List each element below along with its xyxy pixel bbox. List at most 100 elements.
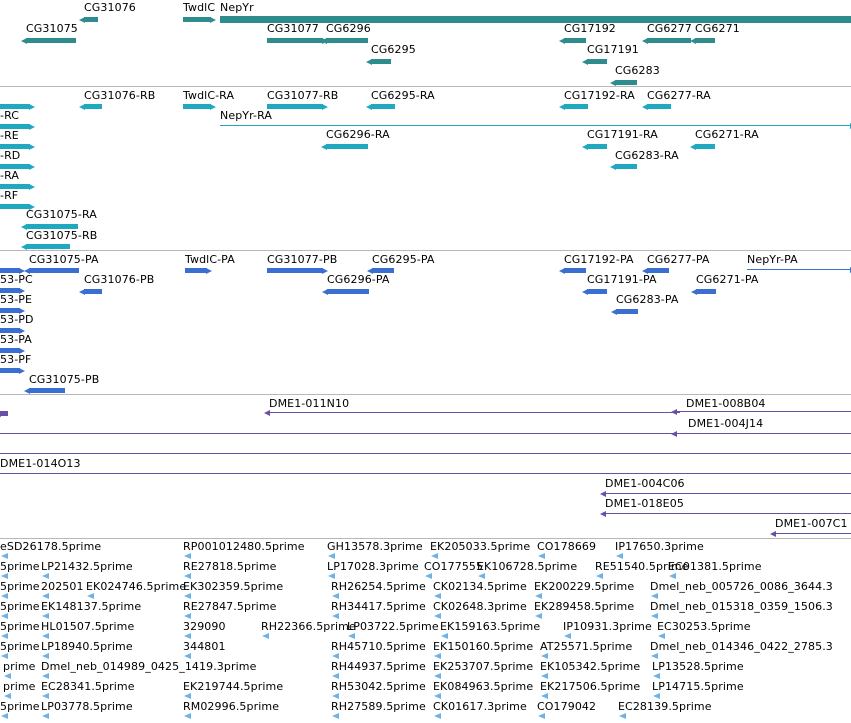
est-label[interactable]: AT25571.5prime bbox=[540, 640, 633, 653]
est-glyph-arrow-icon[interactable] bbox=[651, 613, 658, 619]
est-label[interactable]: LP03778.5prime bbox=[41, 700, 133, 713]
feature-glyph[interactable] bbox=[0, 433, 676, 434]
est-label[interactable]: 5prime bbox=[0, 580, 40, 593]
est-label[interactable]: LP21432.5prime bbox=[41, 560, 133, 573]
est-glyph-arrow-icon[interactable] bbox=[434, 653, 441, 659]
feature-label[interactable]: CG6271-RA bbox=[695, 128, 759, 141]
est-label[interactable]: RM02996.5prime bbox=[183, 700, 280, 713]
feature-label[interactable]: CG6296 bbox=[326, 22, 371, 35]
feature-label[interactable]: CG6296-PA bbox=[327, 273, 390, 286]
est-label[interactable]: LP17028.3prime bbox=[327, 560, 419, 573]
feature-label[interactable]: CG31075-PB bbox=[29, 373, 100, 386]
feature-glyph[interactable] bbox=[647, 104, 671, 109]
est-label[interactable]: 5prime bbox=[0, 640, 40, 653]
est-glyph-arrow-icon[interactable] bbox=[564, 633, 571, 639]
feature-label[interactable]: CG6277 bbox=[647, 22, 692, 35]
feature-label[interactable]: CG6296-RA bbox=[326, 128, 390, 141]
est-glyph-arrow-icon[interactable] bbox=[653, 693, 660, 699]
feature-glyph[interactable] bbox=[0, 104, 30, 109]
feature-glyph[interactable] bbox=[220, 16, 851, 23]
feature-glyph[interactable] bbox=[0, 348, 20, 353]
est-glyph-arrow-icon[interactable] bbox=[1, 713, 8, 719]
feature-label[interactable]: DME1-014O13 bbox=[0, 457, 81, 470]
feature-label[interactable]: DME1-004C06 bbox=[605, 477, 685, 490]
feature-glyph[interactable] bbox=[0, 164, 30, 169]
feature-glyph[interactable] bbox=[676, 411, 851, 412]
est-glyph-arrow-icon[interactable] bbox=[616, 553, 623, 559]
est-label[interactable]: LP18940.5prime bbox=[41, 640, 133, 653]
feature-glyph[interactable] bbox=[605, 493, 851, 494]
feature-label[interactable]: CG6277-PA bbox=[647, 253, 710, 266]
feature-glyph[interactable] bbox=[564, 38, 586, 43]
feature-glyph[interactable] bbox=[269, 412, 680, 413]
est-label[interactable]: 344801 bbox=[183, 640, 226, 653]
feature-glyph[interactable] bbox=[0, 453, 851, 454]
feature-label[interactable]: NepYr-PA bbox=[747, 253, 798, 266]
est-glyph-arrow-icon[interactable] bbox=[535, 613, 542, 619]
feature-label[interactable]: CG6271-PA bbox=[696, 273, 759, 286]
est-glyph-arrow-icon[interactable] bbox=[434, 613, 441, 619]
feature-glyph[interactable] bbox=[747, 269, 851, 270]
est-glyph-arrow-icon[interactable] bbox=[651, 653, 658, 659]
est-glyph-arrow-icon[interactable] bbox=[538, 553, 545, 559]
est-label[interactable]: EK219744.5prime bbox=[183, 680, 284, 693]
feature-glyph[interactable] bbox=[0, 204, 30, 209]
est-label[interactable]: RH53042.5prime bbox=[331, 680, 426, 693]
feature-glyph[interactable] bbox=[605, 513, 851, 514]
est-label[interactable]: RE51540.5prime bbox=[595, 560, 689, 573]
feature-glyph[interactable] bbox=[326, 38, 368, 43]
feature-label[interactable]: CG31076 bbox=[84, 1, 136, 14]
est-glyph-arrow-icon[interactable] bbox=[431, 553, 438, 559]
est-label[interactable]: EK302359.5prime bbox=[183, 580, 284, 593]
est-glyph-arrow-icon[interactable] bbox=[184, 653, 191, 659]
est-glyph-arrow-icon[interactable] bbox=[332, 593, 339, 599]
est-label[interactable]: EK253707.5prime bbox=[433, 660, 534, 673]
feature-label[interactable]: CG6283-RA bbox=[615, 149, 679, 162]
feature-glyph[interactable] bbox=[564, 268, 586, 273]
est-glyph-arrow-icon[interactable] bbox=[535, 593, 542, 599]
est-glyph-arrow-icon[interactable] bbox=[348, 633, 355, 639]
feature-label[interactable]: CG31075 bbox=[26, 22, 78, 35]
feature-label[interactable]: CG31076-RB bbox=[84, 89, 156, 102]
feature-glyph[interactable] bbox=[615, 164, 637, 169]
feature-glyph[interactable] bbox=[695, 144, 715, 149]
est-glyph-arrow-icon[interactable] bbox=[42, 613, 49, 619]
est-glyph-arrow-icon[interactable] bbox=[42, 693, 49, 699]
feature-glyph[interactable] bbox=[26, 224, 78, 229]
feature-glyph[interactable] bbox=[84, 17, 98, 22]
feature-glyph[interactable] bbox=[371, 104, 395, 109]
feature-glyph[interactable] bbox=[564, 104, 588, 109]
feature-glyph[interactable] bbox=[267, 104, 323, 109]
est-glyph-arrow-icon[interactable] bbox=[1, 573, 8, 579]
est-glyph-arrow-icon[interactable] bbox=[1, 593, 8, 599]
feature-label[interactable]: CG17191-RA bbox=[587, 128, 658, 141]
est-glyph-arrow-icon[interactable] bbox=[328, 573, 335, 579]
est-glyph-arrow-icon[interactable] bbox=[42, 673, 49, 679]
est-label[interactable]: EC28139.5prime bbox=[618, 700, 712, 713]
feature-glyph[interactable] bbox=[267, 38, 323, 43]
feature-glyph[interactable] bbox=[327, 289, 369, 294]
feature-glyph[interactable] bbox=[84, 289, 102, 294]
feature-label[interactable]: -RE bbox=[0, 129, 19, 142]
est-label[interactable]: RH45710.5prime bbox=[331, 640, 426, 653]
feature-glyph[interactable] bbox=[0, 368, 20, 373]
feature-glyph[interactable] bbox=[0, 473, 851, 474]
feature-glyph[interactable] bbox=[326, 144, 368, 149]
est-label[interactable]: RE27847.5prime bbox=[183, 600, 277, 613]
est-glyph-arrow-icon[interactable] bbox=[42, 653, 49, 659]
est-glyph-arrow-icon[interactable] bbox=[328, 553, 335, 559]
est-label[interactable]: LP03722.5prime bbox=[347, 620, 439, 633]
feature-label[interactable]: -RD bbox=[0, 149, 21, 162]
feature-label[interactable]: CG31076-PB bbox=[84, 273, 155, 286]
est-label[interactable]: Dmel_neb_014989_0425_1419.3prime bbox=[41, 660, 257, 673]
est-glyph-arrow-icon[interactable] bbox=[332, 673, 339, 679]
est-glyph-arrow-icon[interactable] bbox=[541, 693, 548, 699]
feature-glyph[interactable] bbox=[0, 184, 30, 189]
est-glyph-arrow-icon[interactable] bbox=[434, 673, 441, 679]
feature-glyph[interactable] bbox=[587, 59, 607, 64]
est-glyph-arrow-icon[interactable] bbox=[184, 693, 191, 699]
feature-label[interactable]: CG17191-PA bbox=[587, 273, 657, 286]
feature-label[interactable]: -RF bbox=[0, 189, 19, 202]
feature-label[interactable]: CG17192-PA bbox=[564, 253, 634, 266]
est-label[interactable]: 5prime bbox=[0, 700, 40, 713]
